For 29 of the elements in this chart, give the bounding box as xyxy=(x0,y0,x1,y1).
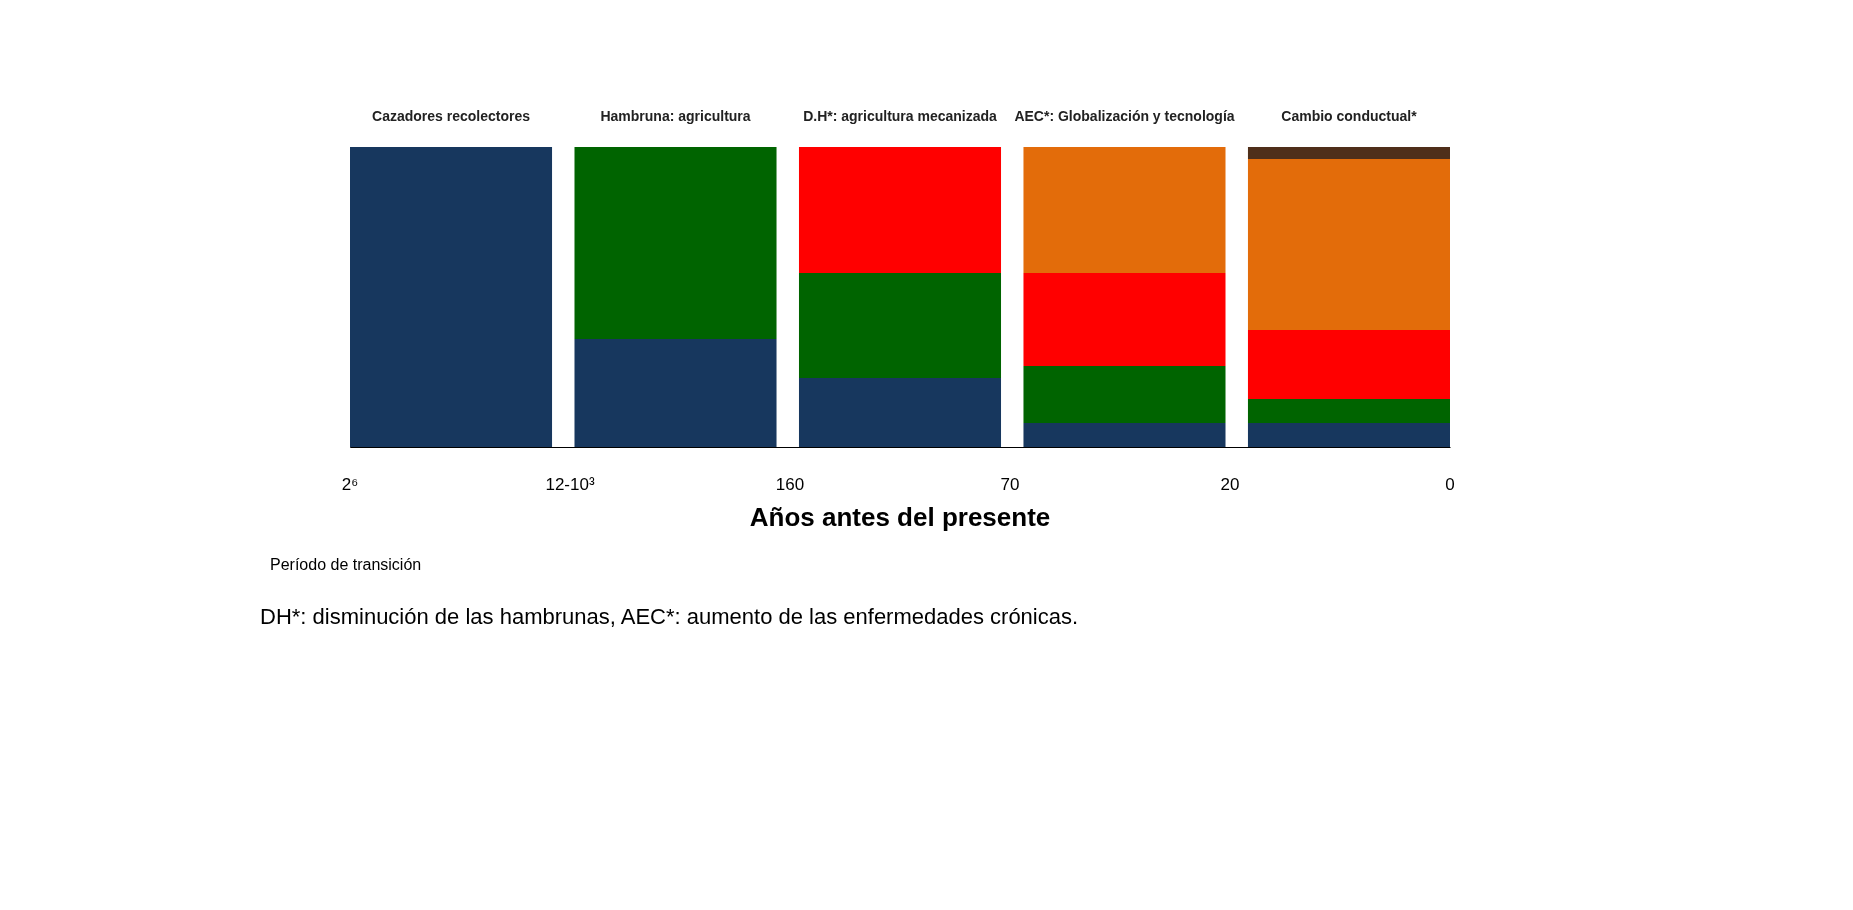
x-tick-label: D.H*: agricultura mecanizada xyxy=(803,108,998,124)
x-axis-title: Años antes del presente xyxy=(749,502,1051,532)
bar xyxy=(574,339,777,447)
bar xyxy=(350,147,553,447)
text: Período de transición xyxy=(270,556,422,573)
bar xyxy=(798,378,1002,447)
bar xyxy=(1247,330,1450,399)
bar xyxy=(574,147,777,339)
bar xyxy=(1247,159,1450,330)
text: 160 xyxy=(775,475,805,494)
bar xyxy=(1023,423,1226,447)
bar xyxy=(1247,423,1450,447)
bar xyxy=(1247,147,1450,159)
text: 12-10³ xyxy=(545,475,595,494)
bar xyxy=(798,273,1002,378)
x-tick-label: Cazadores recolectores xyxy=(372,108,531,124)
bar xyxy=(1023,366,1226,423)
text: 70 xyxy=(1000,475,1020,494)
bar xyxy=(1023,147,1226,273)
x-tick-label: Cambio conductual* xyxy=(1281,108,1418,124)
bar xyxy=(798,147,1002,273)
text: DH*: disminución de las hambrunas, AEC*: aumento de las enfermedades crónicas. xyxy=(260,604,1079,629)
text: 0 xyxy=(1445,475,1455,494)
bar xyxy=(1247,399,1450,423)
bar xyxy=(1023,273,1226,366)
x-tick-label: Hambruna: agricultura xyxy=(600,108,751,124)
x-tick-label: AEC*: Globalización y tecnología xyxy=(1014,108,1235,124)
text: 2⁶ xyxy=(341,475,359,494)
text: 20 xyxy=(1220,475,1240,494)
